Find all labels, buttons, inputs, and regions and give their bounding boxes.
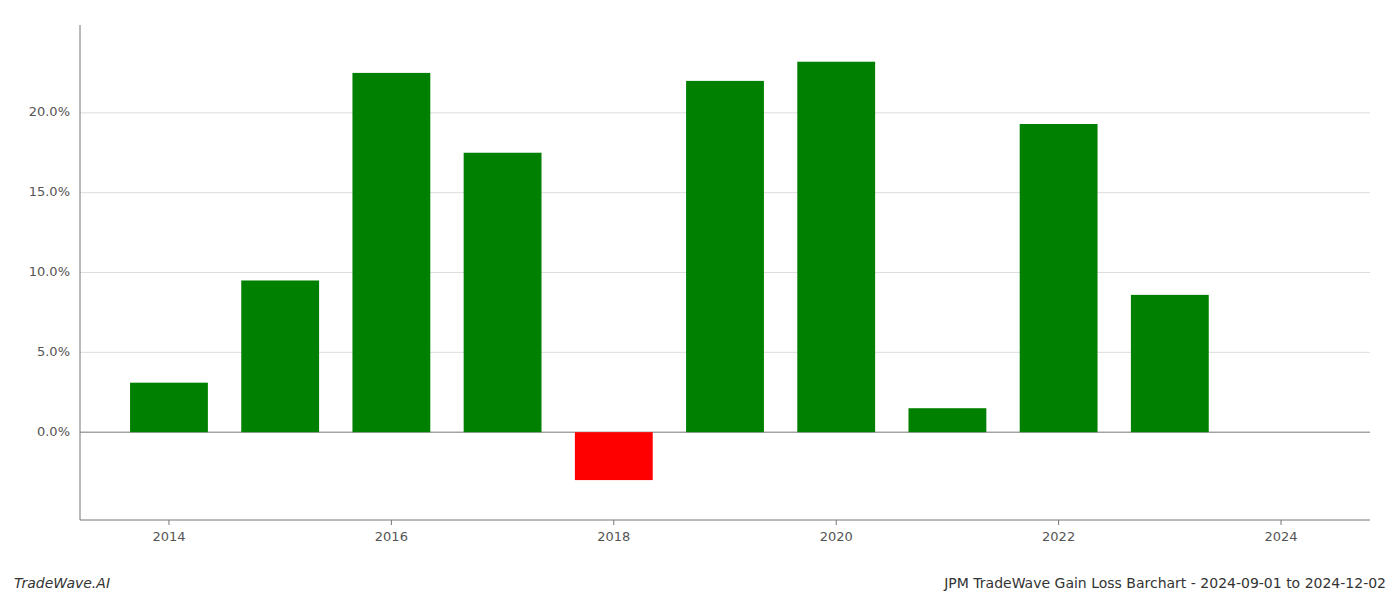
x-tick-label: 2018 [597,529,630,544]
x-axis-line [80,520,1370,521]
bars [130,62,1209,480]
bar [241,280,319,432]
y-tick-label: 15.0% [29,184,70,199]
x-tick [1281,520,1282,525]
x-tick-label: 2022 [1042,529,1075,544]
x-tick [1058,520,1059,525]
x-tick [613,520,614,525]
bar [908,408,986,432]
bar [686,81,764,432]
y-tick-label: 20.0% [29,104,70,119]
bar [464,153,542,432]
y-tick-label: 5.0% [37,344,70,359]
chart-container: 0.0% 5.0% 10.0% 15.0% 20.0% 2014 2016 2018 2020 2… [0,0,1400,600]
footer-right: JPM TradeWave Gain Loss Barchart - 2024-… [943,575,1386,591]
y-axis-line [80,25,81,520]
bar [1131,295,1209,432]
x-tick [168,520,169,525]
x-tick-label: 2024 [1264,529,1297,544]
bar [130,383,208,433]
y-tick-label: 0.0% [37,424,70,439]
x-tick-label: 2014 [152,529,185,544]
x-tick [391,520,392,525]
footer-left: TradeWave.AI [14,575,110,591]
bar [1020,124,1098,432]
bar [575,432,653,480]
x-tick-label: 2020 [820,529,853,544]
chart-svg: 0.0% 5.0% 10.0% 15.0% 20.0% 2014 2016 2018 2020 2… [0,0,1400,600]
bar [352,73,430,432]
x-tick-label: 2016 [375,529,408,544]
x-tick [836,520,837,525]
y-tick-label: 10.0% [29,264,70,279]
bar [797,62,875,432]
